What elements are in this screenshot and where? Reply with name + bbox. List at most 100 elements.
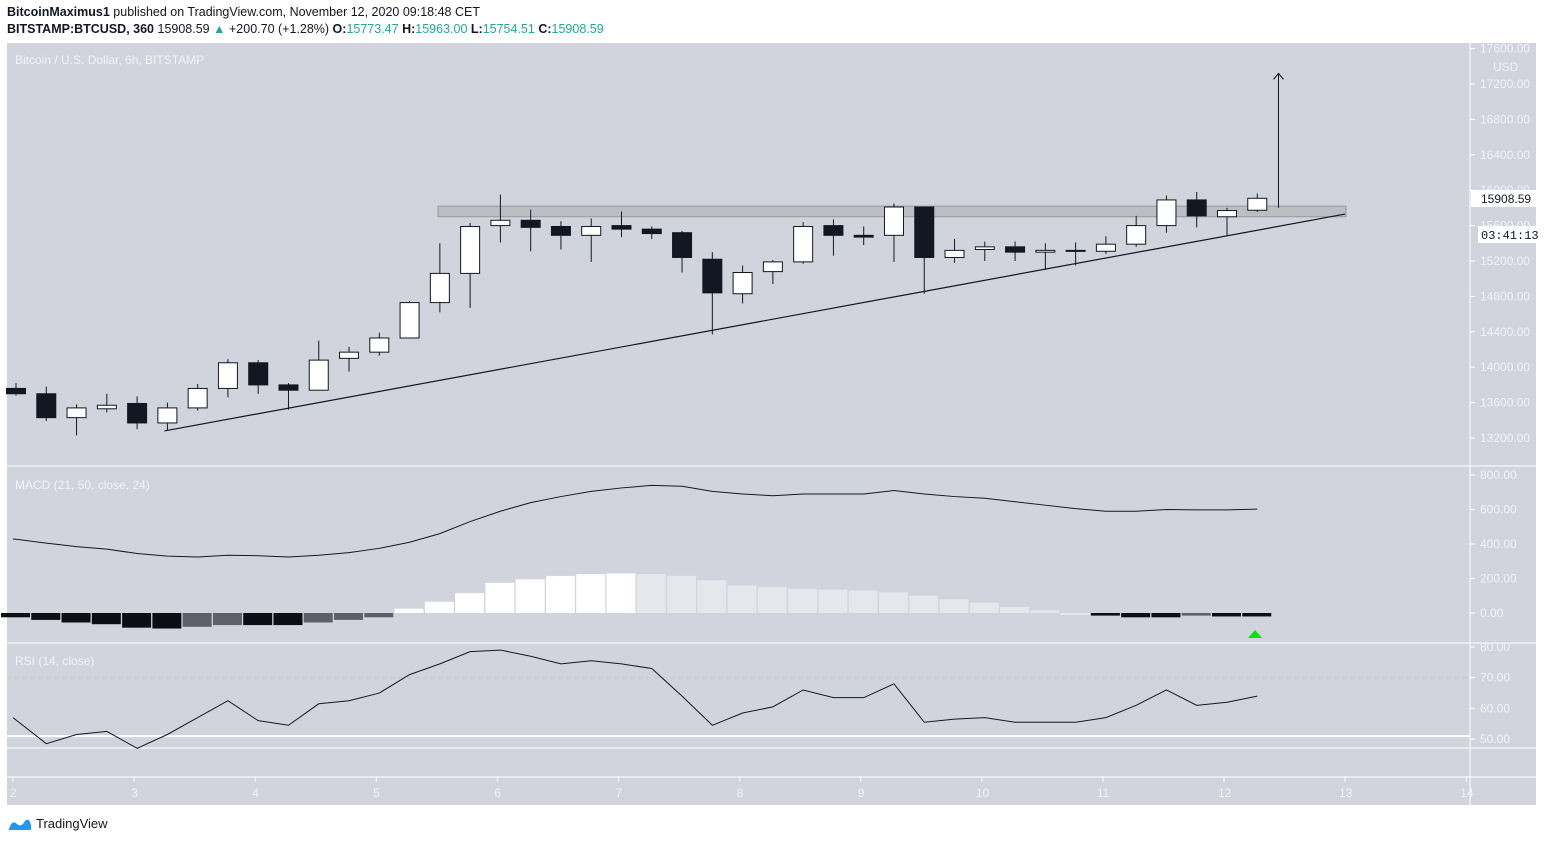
candle-body [96,404,117,410]
candle-body [248,362,269,386]
macd-histogram-bar [697,580,727,613]
ascending-trendline [164,213,1346,432]
tradingview-brand[interactable]: TradingView [8,816,108,831]
candle-body [308,359,329,391]
time-tick-label: 7 [616,786,623,800]
tradingview-logo-icon [9,819,31,830]
macd-histogram-bar [424,601,454,613]
published-text: published on TradingView.com, November 1… [113,5,480,19]
candle-body [641,228,662,235]
candle-body [1247,197,1268,211]
macd-histogram-bar [667,575,697,613]
macd-histogram-bar [909,595,939,613]
symbol: BITSTAMP:BTCUSD, 360 [7,22,155,36]
macd-histogram-bar [878,592,908,613]
open-label: O: [332,22,347,36]
candle-body [793,225,814,263]
author[interactable]: BitcoinMaximus1 [7,5,110,19]
rsi-tick-label: 70.00 [1480,671,1510,685]
macd-histogram-bar [303,613,333,623]
macd-histogram-bar [848,590,878,613]
brand-name: TradingView [36,816,108,831]
macd-histogram-bar [1,613,30,618]
macd-histogram-bar [727,585,757,613]
price-tick-label: 17200.00 [1480,77,1530,91]
arrow-head-icon [1273,72,1284,80]
rsi-tick-label: 60.00 [1480,701,1510,715]
macd-histogram-bar [545,575,575,613]
macd-label: MACD (21, 50, close, 24) [15,478,150,492]
macd-histogram-bar [364,613,394,618]
candle-body [6,387,26,395]
price-unit: USD [1493,60,1519,74]
candle-body [36,393,57,419]
time-tick-label: 5 [373,786,380,800]
macd-histogram-bar [1181,613,1211,616]
candle-body [702,258,723,294]
candle-body [217,362,238,389]
symbol-line: BITSTAMP:BTCUSD, 360 15908.59 ▲ +200.70 … [7,22,604,36]
candle-body [672,232,693,258]
macd-histogram-bar [939,599,969,613]
candle-body [974,246,995,250]
candle-body [611,225,632,230]
candle-body [520,219,541,228]
macd-histogram-bar [334,613,364,620]
time-tick-label: 11 [1097,786,1110,800]
candle-body [762,261,783,273]
time-tick-label: 9 [858,786,865,800]
candle-body [944,249,965,258]
macd-tick-label: 0.00 [1480,606,1504,620]
candle-body [399,302,420,339]
candle-body [66,407,87,419]
countdown-label: 03:41:13 [1481,229,1539,243]
candle-body [1035,249,1056,253]
countdown-box [1478,226,1536,243]
price-tick-label: 15200.00 [1480,254,1530,268]
candle-body [823,225,844,236]
macd-histogram-bar [212,613,242,626]
candle-body [853,234,874,238]
rsi-label: RSI (14, close) [15,654,94,668]
macd-histogram-bar [606,573,636,613]
macd-histogram-bar [818,589,848,613]
macd-histogram-bar [61,613,91,623]
macd-histogram-bar [1000,606,1030,613]
open-value: 15773.47 [346,22,399,36]
time-tick-label: 2 [10,786,17,800]
candle-body [1156,199,1177,227]
macd-histogram-bar [515,579,545,613]
macd-histogram-bar [1030,610,1060,613]
time-tick-label: 6 [494,786,501,800]
candle-body [490,219,511,227]
candle-body [550,225,571,236]
candle-body [1126,225,1147,245]
candle-body [1095,243,1116,252]
price-tick-label: 17600.00 [1480,42,1530,56]
low-label: L: [470,22,483,36]
buy-signal-triangle-icon [1248,630,1262,638]
macd-histogram-bar [152,613,182,629]
time-tick-label: 14 [1460,786,1474,800]
last-price-label: 15908.59 [1481,192,1531,206]
macd-line [12,484,1258,558]
candle-body [127,402,148,424]
macd-tick-label: 600.00 [1480,503,1517,517]
time-tick-label: 13 [1339,786,1353,800]
up-triangle-icon: ▲ [213,22,226,36]
high-value: 15963.00 [415,22,468,36]
candle-body [339,351,360,359]
macd-histogram-bar [1212,613,1241,617]
time-tick-label: 8 [737,786,744,800]
time-tick-label: 4 [252,786,259,800]
candle-body [187,387,208,409]
price-tick-label: 13600.00 [1480,396,1530,410]
macd-histogram-bar [636,574,666,613]
candle-body [914,206,935,258]
candle-body [429,272,450,304]
last-price-box [1471,190,1536,207]
candle-body [883,206,904,236]
macd-tick-label: 200.00 [1480,572,1517,586]
time-tick-label: 12 [1218,786,1232,800]
